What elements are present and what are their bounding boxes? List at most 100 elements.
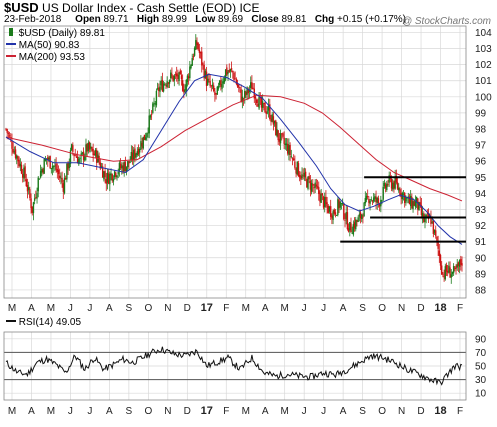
rsi-y-tick-30: 30 bbox=[475, 375, 487, 386]
candle-body bbox=[37, 177, 39, 192]
y-tick-92: 92 bbox=[475, 221, 487, 232]
candle-body bbox=[30, 198, 32, 209]
candle-body bbox=[461, 263, 463, 266]
legend-price-label: $USD (Daily) 89.81 bbox=[18, 28, 105, 39]
candle-body bbox=[191, 58, 193, 66]
rsi-y-tick-90: 90 bbox=[475, 334, 487, 345]
candle-body bbox=[240, 89, 242, 102]
candle-body bbox=[349, 221, 351, 231]
chg-label: Chg bbox=[314, 14, 335, 25]
candle-body bbox=[189, 66, 191, 79]
candle-body bbox=[371, 200, 374, 202]
candle-body bbox=[150, 114, 153, 116]
candle-body bbox=[246, 87, 248, 95]
candle-body bbox=[223, 78, 226, 83]
high-label: High bbox=[136, 14, 160, 25]
candle-body bbox=[433, 229, 436, 233]
candle-body bbox=[217, 86, 220, 89]
candle-body bbox=[154, 103, 156, 105]
candle-body bbox=[211, 84, 214, 87]
candle-body bbox=[394, 177, 396, 189]
candle-body bbox=[199, 52, 202, 54]
rsi-x-tick-A: A bbox=[106, 406, 113, 417]
x-tick-J: J bbox=[321, 303, 326, 314]
legend-ma200-label: MA(200) 93.53 bbox=[18, 52, 85, 63]
rsi-x-tick-N: N bbox=[164, 406, 171, 417]
y-tick-101: 101 bbox=[475, 76, 492, 87]
candle-body bbox=[152, 103, 154, 113]
rsi-x-tick-S: S bbox=[126, 406, 133, 417]
candle-body bbox=[24, 166, 26, 179]
candle-body bbox=[356, 220, 358, 222]
candle-body bbox=[369, 200, 371, 204]
candle-body bbox=[412, 201, 414, 210]
candle-body bbox=[127, 161, 129, 168]
candle-body bbox=[384, 184, 387, 189]
x-tick-A: A bbox=[340, 303, 347, 314]
rsi-x-tick-J: J bbox=[68, 406, 73, 417]
candle-body bbox=[47, 157, 49, 161]
candle-body bbox=[279, 133, 282, 144]
candle-body bbox=[383, 183, 386, 187]
candle-body bbox=[381, 200, 383, 202]
y-tick-91: 91 bbox=[475, 237, 487, 248]
legend-ma200: MA(200) 93.53 bbox=[6, 52, 85, 63]
candle-body bbox=[220, 80, 222, 87]
candle-body bbox=[320, 194, 322, 203]
candle-body bbox=[224, 69, 227, 80]
candle-body bbox=[226, 67, 228, 75]
candle-body bbox=[455, 266, 457, 270]
candle-body bbox=[73, 153, 75, 156]
candle-body bbox=[247, 89, 250, 94]
x-tick-A: A bbox=[106, 303, 113, 314]
candle-body bbox=[138, 148, 141, 153]
candle-body bbox=[229, 69, 232, 72]
candle-body bbox=[70, 144, 73, 150]
candle-body bbox=[296, 161, 298, 175]
watermark: @ StockCharts.com bbox=[401, 16, 491, 27]
candle-body bbox=[438, 250, 441, 257]
candle-body bbox=[136, 150, 139, 156]
candle-body bbox=[106, 172, 109, 183]
candle-body bbox=[171, 73, 173, 76]
y-tick-98: 98 bbox=[475, 125, 487, 136]
candle-body bbox=[210, 85, 213, 87]
y-tick-104: 104 bbox=[475, 28, 492, 39]
legend-rsi: RSI(14) 49.05 bbox=[6, 317, 81, 328]
candle-body bbox=[26, 184, 29, 192]
candle-body bbox=[449, 267, 451, 278]
candle-body bbox=[12, 149, 14, 153]
candle-body bbox=[101, 166, 104, 178]
candle-body bbox=[334, 212, 337, 215]
rsi-x-tick-A: A bbox=[262, 406, 269, 417]
candle-body bbox=[355, 219, 357, 230]
candle-body bbox=[454, 267, 456, 269]
candle-body bbox=[406, 197, 408, 199]
candle-body bbox=[241, 96, 244, 102]
candle-body bbox=[442, 273, 444, 275]
candle-body bbox=[115, 172, 117, 177]
candle-body bbox=[81, 152, 84, 154]
candle-body bbox=[85, 144, 87, 156]
candle-body bbox=[44, 158, 47, 161]
candle-body bbox=[340, 203, 343, 204]
candle-body bbox=[158, 87, 160, 92]
candle-body bbox=[308, 176, 310, 180]
candle-body bbox=[131, 152, 134, 160]
candle-body bbox=[172, 75, 174, 82]
rsi-x-tick-M: M bbox=[281, 406, 289, 417]
candle-body bbox=[11, 140, 13, 149]
candle-body bbox=[306, 178, 308, 188]
candle-body bbox=[96, 150, 98, 163]
candle-body bbox=[451, 271, 454, 274]
main-panel-grid bbox=[4, 26, 466, 298]
candle-body bbox=[76, 156, 79, 164]
candle-body bbox=[270, 118, 272, 122]
candle-body bbox=[185, 80, 187, 91]
candle-legend-icon bbox=[9, 28, 13, 36]
x-tick-S: S bbox=[126, 303, 133, 314]
candle-body bbox=[264, 102, 266, 113]
candle-body bbox=[232, 70, 234, 73]
candle-body bbox=[133, 149, 135, 161]
candle-body bbox=[180, 75, 183, 79]
